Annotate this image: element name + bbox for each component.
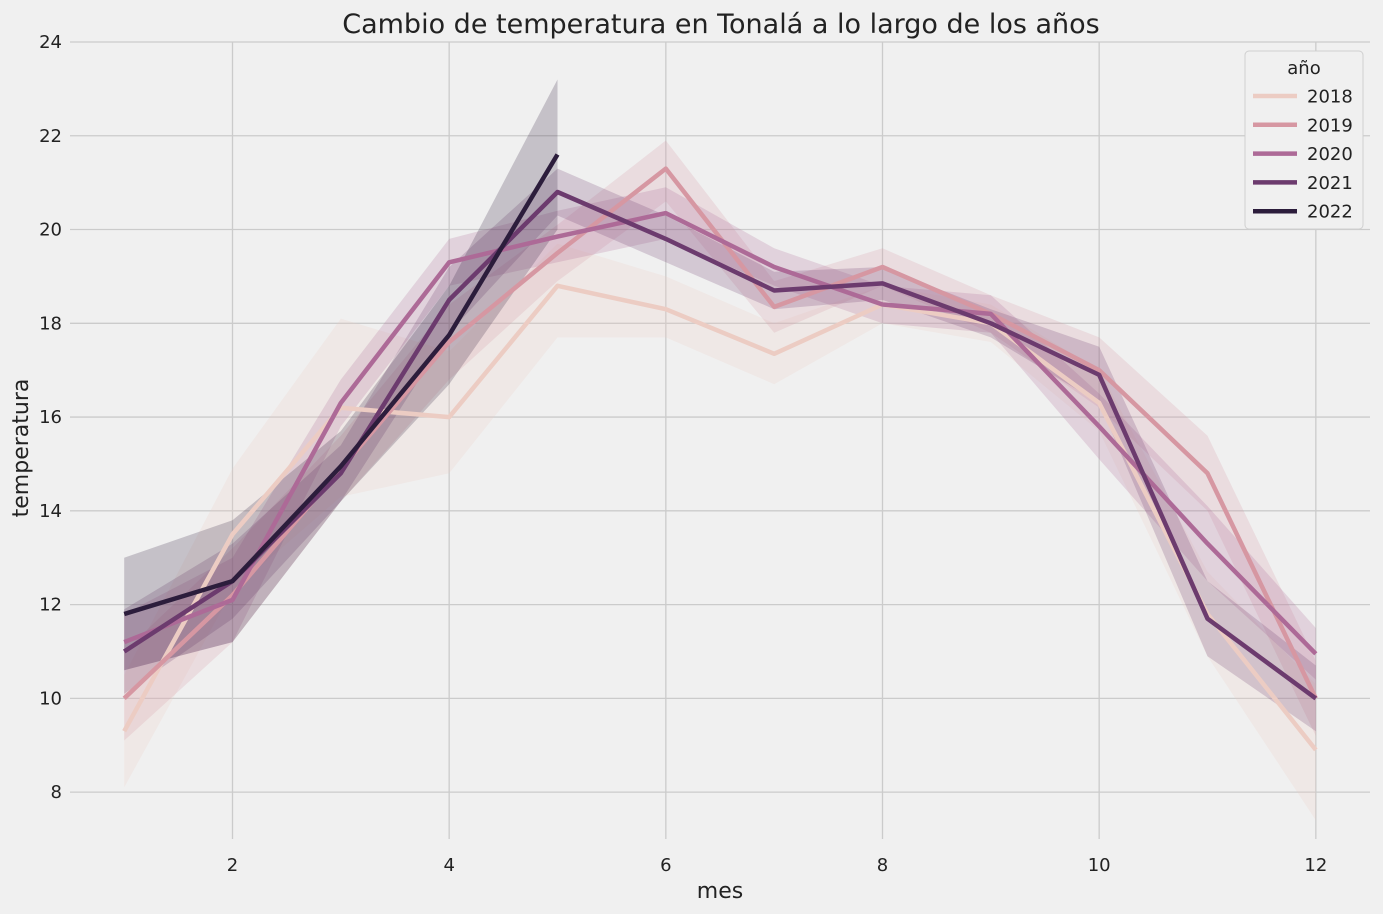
band-2018 — [124, 243, 1316, 821]
y-tick-label-8: 8 — [51, 782, 62, 803]
series-lines — [122, 153, 1318, 752]
y-tick-label-10: 10 — [39, 688, 62, 709]
y-tick-label-22: 22 — [39, 126, 62, 147]
series-line-2020 — [123, 210, 1318, 656]
band-2022 — [124, 79, 558, 671]
legend-title: año — [1287, 58, 1320, 79]
legend: año 2018 2019 2020 2021 2022 — [1244, 50, 1364, 230]
legend-items: 2018 2019 2020 2021 2022 — [1253, 87, 1353, 223]
y-tick-label-20: 20 — [39, 220, 62, 241]
legend-label-2021: 2021 — [1307, 173, 1353, 194]
x-tick-label-2: 2 — [227, 855, 238, 876]
legend-label-2018: 2018 — [1307, 87, 1353, 108]
y-tick-label-12: 12 — [39, 595, 62, 616]
y-tick-label-24: 24 — [39, 32, 62, 53]
series-line-2022 — [123, 153, 560, 617]
y-tick-label-14: 14 — [39, 501, 62, 522]
x-tick-label-4: 4 — [443, 855, 454, 876]
x-tick-label-8: 8 — [877, 855, 888, 876]
band-2021 — [124, 168, 1316, 732]
x-tick-label-10: 10 — [1088, 855, 1111, 876]
x-tick-label-6: 6 — [660, 855, 671, 876]
y-tick-label-16: 16 — [39, 407, 62, 428]
legend-label-2020: 2020 — [1307, 144, 1353, 165]
chart-title: Cambio de temperatura en Tonalá a lo lar… — [342, 9, 1100, 40]
legend-label-2022: 2022 — [1307, 202, 1353, 223]
y-tick-label-18: 18 — [39, 313, 62, 334]
x-tick-label-12: 12 — [1304, 855, 1327, 876]
x-axis-label: mes — [697, 879, 743, 904]
y-axis-label: temperatura — [9, 379, 34, 518]
series-line-2021 — [122, 189, 1318, 701]
series-line-2018 — [122, 283, 1318, 752]
legend-label-2019: 2019 — [1307, 115, 1353, 136]
band-2020 — [124, 187, 1316, 680]
